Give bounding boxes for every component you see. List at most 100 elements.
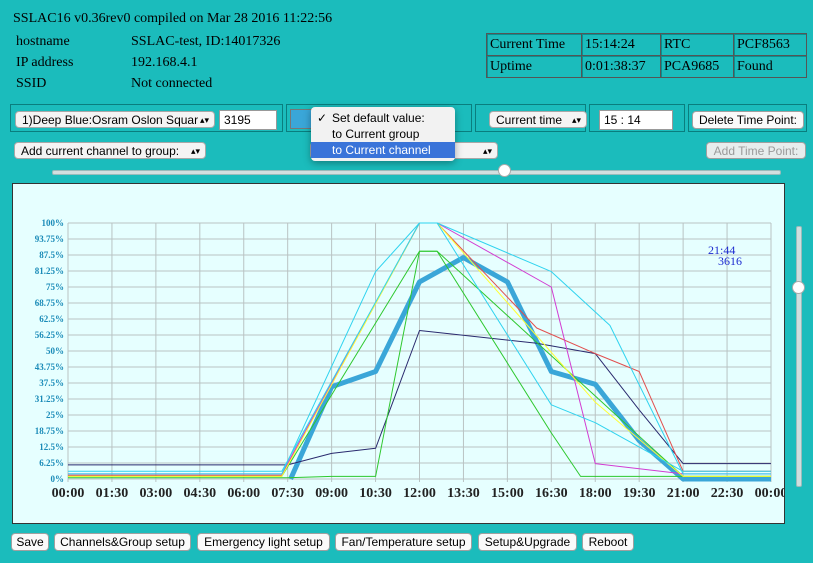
reboot-button[interactable]: Reboot (582, 533, 634, 551)
x-tick-label: 00:00 (755, 486, 784, 501)
y-tick-label: 6.25% (39, 458, 64, 468)
chevron-updown-icon: ▴▾ (571, 115, 581, 125)
ssid-value: Not connected (131, 75, 213, 91)
x-tick-label: 09:00 (315, 486, 348, 501)
series-line (68, 222, 771, 475)
channel-value-input[interactable]: 3195 (219, 110, 277, 130)
delete-bar (688, 104, 807, 132)
y-tick-label: 43.75% (35, 362, 64, 372)
group-select-label: Add current channel to group: (21, 144, 180, 158)
x-tick-label: 06:00 (227, 486, 260, 501)
menu-item-label: to Current group (332, 127, 420, 141)
ip-label: IP address (16, 54, 74, 70)
x-tick-label: 15:00 (491, 486, 524, 501)
menu-item-current-channel[interactable]: to Current channel (311, 142, 455, 158)
y-tick-label: 68.75% (35, 298, 64, 308)
chevron-updown-icon: ▴▾ (199, 115, 209, 125)
channel-select-label: 1)Deep Blue:Osram Oslon Squar (22, 113, 199, 127)
menu-item-label: to Current channel (332, 143, 431, 157)
annotation-time: 21:44 (708, 243, 735, 257)
save-button[interactable]: Save (11, 533, 49, 551)
vertical-slider-track[interactable] (796, 226, 802, 487)
ip-row: IP address 192.168.4.1 (13, 52, 280, 73)
y-tick-label: 81.25% (35, 266, 64, 276)
status-row: Current Time 15:14:24 RTC PCF8563 (486, 33, 807, 56)
y-tick-label: 93.75% (35, 234, 64, 244)
default-value-menu: ✓ Set default value: to Current group to … (311, 107, 455, 161)
horizontal-slider-track[interactable] (52, 170, 781, 175)
time-input[interactable]: 15 : 14 (599, 110, 673, 130)
y-tick-label: 75% (46, 282, 64, 292)
light-schedule-chart[interactable]: 0% 6.25% 12.5% 18.75% 25% 31.25% 37.5% 43.75% 50… (13, 184, 788, 523)
pca-value: Found (733, 55, 807, 78)
horizontal-slider-thumb[interactable] (498, 164, 511, 177)
hostname-row: hostname SSLAC-test, ID:14017326 (13, 31, 280, 52)
x-tick-label: 03:00 (140, 486, 173, 501)
y-tick-label: 87.5% (39, 250, 64, 260)
x-tick-label: 19:30 (623, 486, 656, 501)
x-tick-label: 16:30 (535, 486, 568, 501)
time-input-bar (589, 104, 685, 132)
uptime-label: Uptime (486, 55, 582, 78)
x-tick-label: 12:00 (403, 486, 436, 501)
device-info-table: hostname SSLAC-test, ID:14017326 IP addre… (13, 31, 280, 94)
checkmark-icon: ✓ (317, 111, 328, 125)
menu-item-set-default[interactable]: ✓ Set default value: (311, 110, 455, 126)
rtc-label: RTC (660, 33, 734, 56)
delete-time-point-button[interactable]: Delete Time Point: (692, 111, 804, 129)
channel-bar (10, 104, 283, 132)
series-line (68, 222, 771, 472)
status-row: Uptime 0:01:38:37 PCA9685 Found (486, 55, 807, 78)
status-table: Current Time 15:14:24 RTC PCF8563 Uptime… (486, 33, 807, 78)
channel-select[interactable]: 1)Deep Blue:Osram Oslon Squar ▴▾ (15, 111, 215, 128)
y-tick-label: 0% (51, 474, 65, 484)
chart-panel: 0% 6.25% 12.5% 18.75% 25% 31.25% 37.5% 43.75% 50… (12, 183, 788, 524)
hostname-value: SSLAC-test, ID:14017326 (131, 33, 281, 49)
y-tick-label: 100% (42, 218, 65, 228)
annotation-value: 3616 (718, 254, 742, 268)
series-line (68, 330, 771, 466)
x-tick-label: 10:30 (359, 486, 392, 501)
time-select[interactable]: Current time ▴▾ (489, 111, 587, 128)
vertical-slider-thumb[interactable] (792, 281, 805, 294)
uptime-value: 0:01:38:37 (581, 55, 661, 78)
group-select[interactable]: Add current channel to group: ▴▾ (14, 142, 206, 159)
x-tick-label: 04:30 (183, 486, 216, 501)
ssid-row: SSID Not connected (13, 73, 280, 94)
y-tick-label: 56.25% (35, 330, 64, 340)
page-title: SSLAC16 v0.36rev0 compiled on Mar 28 201… (13, 11, 333, 26)
menu-item-current-group[interactable]: to Current group (311, 126, 455, 142)
setup-upgrade-button[interactable]: Setup&Upgrade (478, 533, 577, 551)
x-tick-label: 18:00 (579, 486, 612, 501)
current-time-value: 15:14:24 (581, 33, 661, 56)
pca-label: PCA9685 (660, 55, 734, 78)
ip-value: 192.168.4.1 (131, 54, 198, 70)
ssid-label: SSID (16, 75, 47, 91)
y-tick-label: 62.5% (39, 314, 64, 324)
time-select-label: Current time (496, 113, 563, 127)
current-time-label: Current Time (486, 33, 582, 56)
x-tick-label: 22:30 (711, 486, 744, 501)
rtc-value: PCF8563 (733, 33, 807, 56)
x-tick-label: 01:30 (96, 486, 129, 501)
chevron-updown-icon: ▴▾ (482, 146, 492, 156)
chevron-updown-icon: ▴▾ (190, 146, 200, 156)
y-tick-label: 18.75% (35, 426, 64, 436)
x-tick-label: 21:00 (667, 486, 700, 501)
x-tick-label: 13:30 (447, 486, 480, 501)
y-tick-label: 50% (46, 346, 64, 356)
fan-temperature-setup-button[interactable]: Fan/Temperature setup (335, 533, 472, 551)
emergency-light-setup-button[interactable]: Emergency light setup (197, 533, 330, 551)
hostname-label: hostname (16, 33, 70, 49)
y-tick-label: 12.5% (39, 442, 64, 452)
channels-group-setup-button[interactable]: Channels&Group setup (54, 533, 191, 551)
y-tick-label: 31.25% (35, 394, 64, 404)
color-swatch[interactable] (290, 109, 312, 129)
x-tick-label: 07:30 (271, 486, 304, 501)
x-tick-label: 00:00 (52, 486, 85, 501)
add-time-point-button[interactable]: Add Time Point: (706, 142, 806, 159)
y-tick-label: 25% (46, 410, 64, 420)
series-line (288, 255, 771, 482)
y-tick-label: 37.5% (39, 378, 64, 388)
menu-item-label: Set default value: (332, 111, 425, 125)
